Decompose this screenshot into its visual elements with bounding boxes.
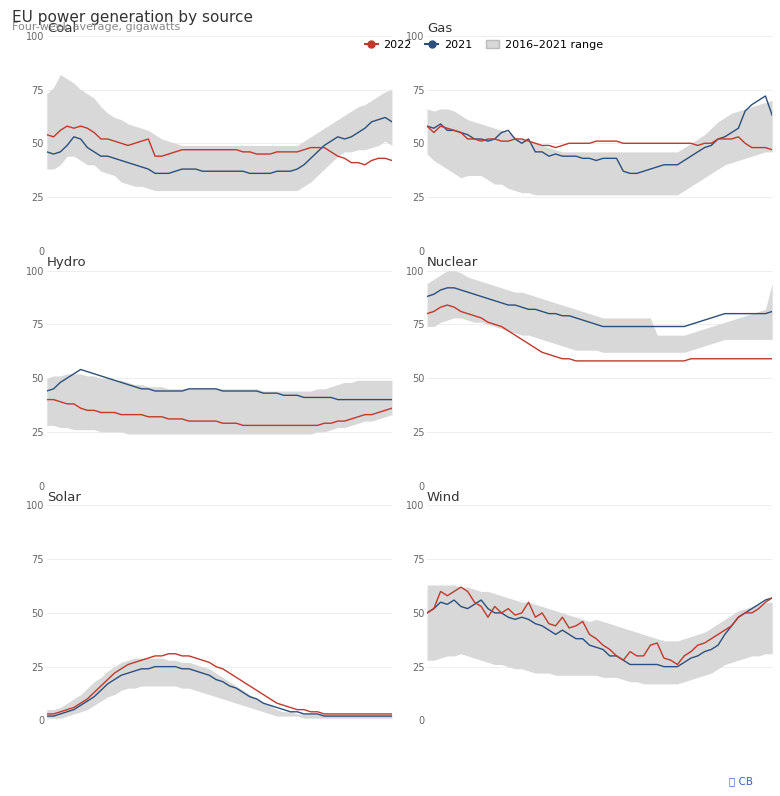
Text: Hydro: Hydro [47, 256, 87, 270]
Text: Wind: Wind [427, 491, 461, 505]
Legend: 2022, 2021, 2016–2021 range: 2022, 2021, 2016–2021 range [360, 36, 607, 55]
Text: EU power generation by source: EU power generation by source [12, 10, 253, 25]
Text: ⦿ CB: ⦿ CB [729, 776, 753, 786]
Text: Solar: Solar [47, 491, 80, 505]
Text: Coal: Coal [47, 21, 76, 35]
Text: Four-week average, gigawatts: Four-week average, gigawatts [12, 22, 180, 33]
Text: Nuclear: Nuclear [427, 256, 478, 270]
Text: Gas: Gas [427, 21, 452, 35]
